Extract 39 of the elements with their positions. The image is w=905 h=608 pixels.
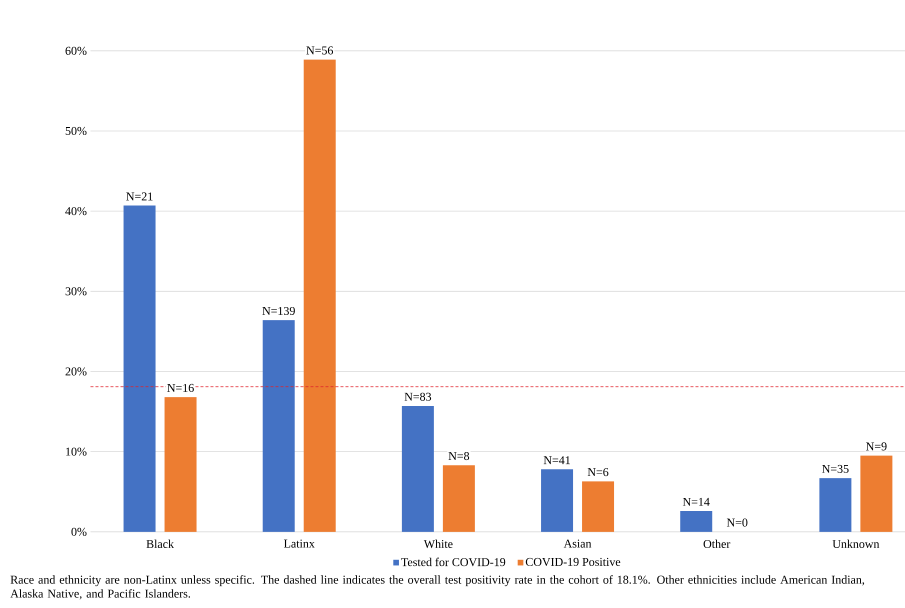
y-tick-label: 30% xyxy=(66,287,87,296)
y-tick-label: 10% xyxy=(66,448,87,456)
annotation: N=16 xyxy=(167,384,194,392)
annotation: N=8 xyxy=(448,452,470,460)
bar xyxy=(304,60,336,532)
annotation: N=83 xyxy=(404,392,432,401)
annotation: N=14 xyxy=(682,498,710,506)
x-tick-label: White xyxy=(424,540,453,548)
annotation: N=0 xyxy=(726,518,748,527)
bar xyxy=(541,469,574,532)
y-tick-label: 20% xyxy=(66,367,87,376)
bar xyxy=(124,206,156,532)
y-tick-label: 40% xyxy=(65,207,87,216)
annotation: N=56 xyxy=(306,46,334,54)
bar xyxy=(582,481,614,532)
annotation: N=139 xyxy=(262,306,295,315)
annotation: N=6 xyxy=(588,468,608,476)
annotation: N=9 xyxy=(866,442,887,450)
legend-label: COVID-19 Positive xyxy=(526,558,620,566)
x-tick-label: Black xyxy=(146,540,174,548)
x-tick-label: Latinx xyxy=(284,540,315,548)
bar xyxy=(860,456,892,532)
bar xyxy=(164,397,197,532)
annotation: N=21 xyxy=(126,192,152,200)
bar xyxy=(442,465,475,532)
y-tick-label: 0% xyxy=(71,528,87,536)
x-tick-label: Asian xyxy=(564,540,592,548)
y-tick-label: 60% xyxy=(66,46,87,55)
bar xyxy=(402,406,434,532)
bar xyxy=(262,320,295,532)
legend-label: Tested for COVID-19 xyxy=(401,558,506,566)
text: Race and ethnicity are non-Latinx unless specific. The dashed line indicates the overall test positivity rate in the cohort of 18.1%. Other ethnicities include American Indian, Alaska Native, and Pacific Islanders. xyxy=(10,575,864,600)
x-tick-label: Other xyxy=(704,540,730,548)
bar xyxy=(819,478,852,532)
annotation: N=41 xyxy=(544,456,570,464)
y-tick-label: 50% xyxy=(66,126,87,136)
annotation: N=35 xyxy=(822,464,849,473)
x-tick-label: Unknown xyxy=(832,540,880,548)
bar xyxy=(680,510,712,532)
